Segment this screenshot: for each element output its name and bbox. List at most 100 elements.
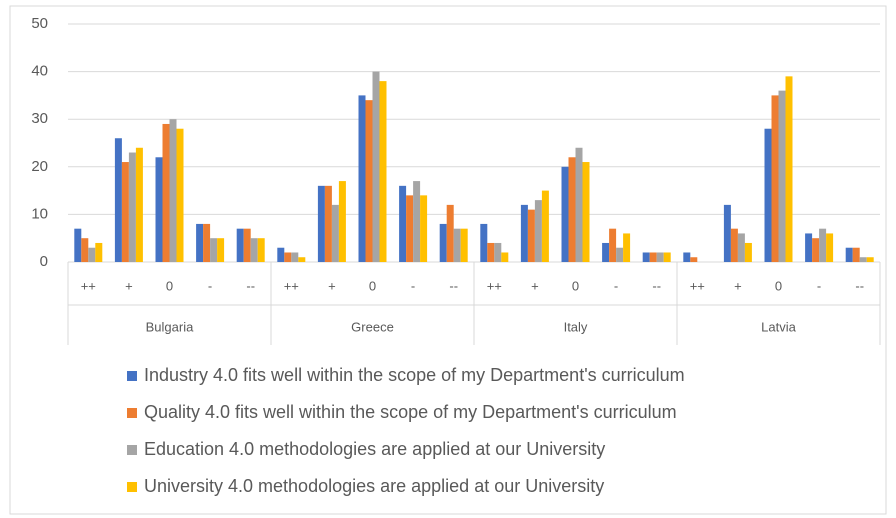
x-tick-label: ++ [284, 278, 299, 293]
x-tick-label: - [411, 278, 415, 293]
bar [277, 247, 285, 262]
bar [236, 228, 244, 262]
bar [399, 185, 407, 262]
y-tick-label: 30 [31, 110, 48, 127]
bar [649, 252, 657, 262]
x-tick-label: - [614, 278, 618, 293]
bar [250, 238, 258, 262]
bar [805, 233, 813, 262]
x-tick-label: 0 [369, 278, 376, 293]
bar [642, 252, 650, 262]
bar [88, 247, 96, 262]
bar [420, 195, 428, 262]
bar [95, 242, 103, 262]
bar [169, 119, 177, 262]
bar [331, 204, 339, 262]
bar [623, 233, 631, 262]
bar [737, 233, 745, 262]
bar [723, 204, 731, 262]
bar [527, 209, 535, 262]
x-tick-label: ++ [487, 278, 502, 293]
bar [257, 238, 265, 262]
bar [602, 242, 610, 262]
bar [480, 223, 488, 262]
x-tick-label: 0 [166, 278, 173, 293]
x-tick-label: + [125, 278, 133, 293]
bar [413, 181, 421, 262]
bar [162, 123, 170, 263]
legend-label: Industry 4.0 fits well within the scope … [144, 365, 685, 385]
bar [81, 238, 89, 262]
bar [582, 162, 590, 262]
bar [74, 228, 82, 262]
x-tick-label: + [328, 278, 336, 293]
bar [826, 233, 834, 262]
group-label: Bulgaria [146, 319, 194, 334]
x-tick-label: - [817, 278, 821, 293]
bar [771, 95, 779, 263]
bar [155, 157, 163, 262]
bar [609, 228, 617, 262]
x-tick-label: ++ [81, 278, 96, 293]
bar [453, 228, 461, 262]
bar [196, 223, 204, 262]
bar [487, 242, 495, 262]
x-tick-label: -- [449, 278, 458, 293]
x-tick-label: 0 [775, 278, 782, 293]
bar [358, 95, 366, 263]
bar [372, 71, 380, 262]
x-tick-label: - [208, 278, 212, 293]
bar [730, 228, 738, 262]
bar [845, 247, 853, 262]
x-tick-label: + [734, 278, 742, 293]
legend-label: Education 4.0 methodologies are applied … [144, 439, 605, 459]
bar [135, 147, 143, 262]
group-label: Greece [351, 319, 394, 334]
bar [439, 223, 447, 262]
bar [406, 195, 414, 262]
bar [575, 147, 583, 262]
y-tick-label: 20 [31, 158, 48, 175]
legend-label: University 4.0 methodologies are applied… [144, 476, 604, 496]
bar [243, 228, 251, 262]
legend-swatch [127, 371, 137, 381]
bar [494, 242, 502, 262]
bar [778, 90, 786, 262]
bar [859, 257, 867, 262]
x-tick-label: ++ [690, 278, 705, 293]
bar [501, 252, 509, 262]
legend-swatch [127, 445, 137, 455]
bar [520, 204, 528, 262]
bar [210, 238, 218, 262]
y-tick-label: 0 [40, 253, 48, 270]
bar [616, 247, 624, 262]
bar [656, 252, 664, 262]
bar [365, 100, 373, 262]
group-label: Latvia [761, 319, 796, 334]
group-label: Italy [564, 319, 588, 334]
x-tick-label: -- [855, 278, 864, 293]
bar [291, 252, 299, 262]
bar [128, 152, 136, 262]
bar [338, 181, 346, 262]
bar [683, 252, 691, 262]
bar [541, 190, 549, 262]
bar [176, 128, 184, 262]
y-tick-label: 40 [31, 63, 48, 80]
bar [819, 228, 827, 262]
bar [812, 238, 820, 262]
legend-label: Quality 4.0 fits well within the scope o… [144, 402, 677, 422]
x-tick-label: + [531, 278, 539, 293]
bar [568, 157, 576, 262]
bar [744, 242, 752, 262]
bar [317, 185, 325, 262]
bar [217, 238, 225, 262]
bar [866, 257, 874, 262]
bar [379, 81, 387, 263]
bar [203, 223, 211, 262]
bar [298, 257, 306, 262]
bar [446, 204, 454, 262]
y-tick-label: 50 [31, 15, 48, 32]
bar [284, 252, 292, 262]
